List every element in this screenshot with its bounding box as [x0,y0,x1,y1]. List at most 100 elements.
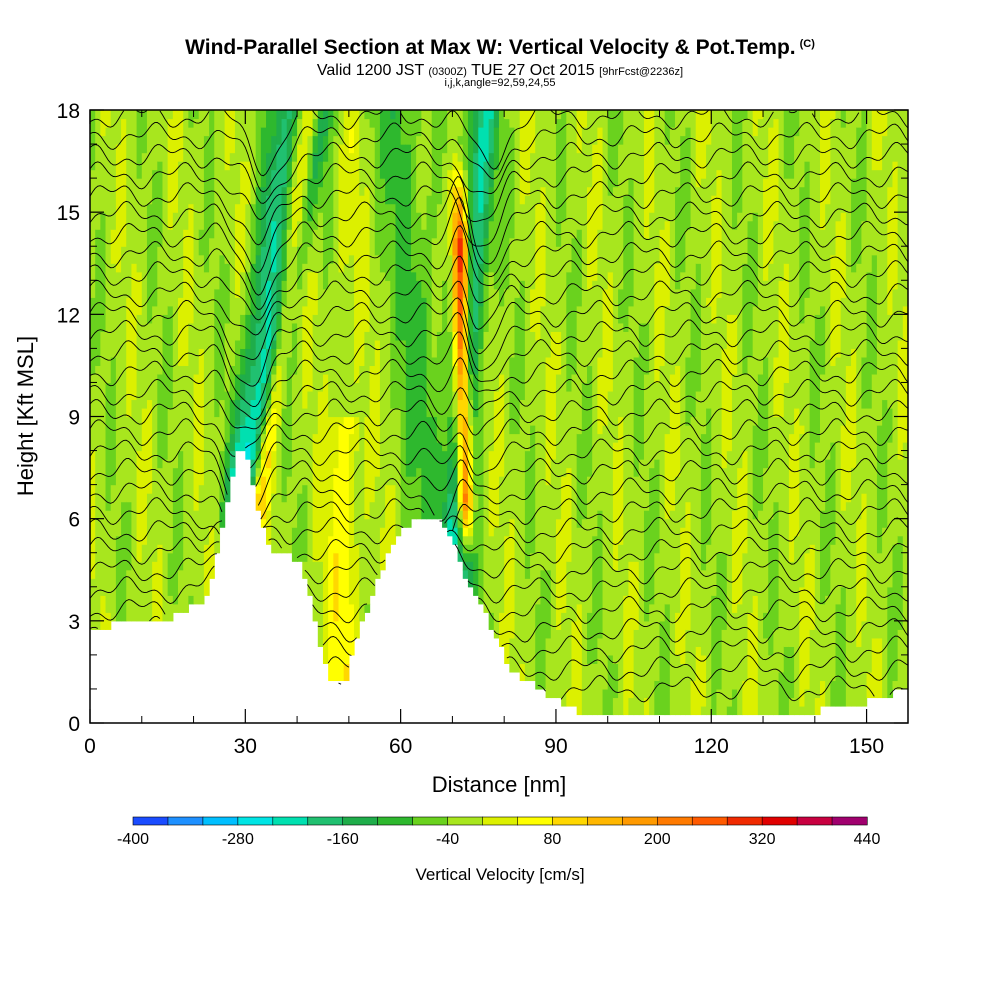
field-cell [286,476,293,554]
field-cell [509,356,516,435]
field-cell [649,212,655,469]
field-cell [312,561,319,622]
field-cell [209,237,215,528]
field-cell [286,356,293,477]
field-cell [359,365,365,622]
field-cell [297,246,303,290]
field-cell [219,399,226,452]
field-cell [224,322,231,392]
field-cell [819,229,826,307]
field-cell [95,365,101,630]
field-cell [462,518,469,528]
field-cell [887,586,894,699]
field-cell [814,442,821,699]
field-cell [887,407,894,443]
field-cell [700,705,707,716]
field-cell [483,110,490,162]
field-cell [830,365,837,443]
field-cell [271,390,277,409]
field-cell [690,110,697,290]
field-cell [499,305,505,375]
field-cell [172,603,179,613]
field-cell [788,646,795,699]
field-cell [799,433,806,588]
field-cell [706,305,712,409]
field-cell [493,288,500,392]
field-cell [731,110,738,230]
field-cell [286,118,293,162]
field-cell [317,390,324,562]
field-cell [276,331,283,349]
field-cell [136,314,143,452]
field-cell [209,527,215,579]
field-cell [488,118,495,154]
field-cell [338,416,345,426]
theta-contour [90,378,908,430]
field-cell [348,433,355,605]
field-cell [530,425,536,554]
field-cell [266,407,272,418]
field-cell [576,433,583,528]
field-cell [675,654,681,716]
field-cell [566,271,573,392]
field-cell [882,135,888,401]
field-cell [540,110,547,188]
theta-contour [90,297,908,361]
field-cell [146,203,153,324]
field-cell [731,229,738,315]
field-cell [680,110,686,137]
field-cell [483,203,490,239]
y-tick-label: 0 [68,713,80,736]
field-cell [276,110,283,145]
field-cell [245,110,252,162]
field-cell [561,110,567,222]
field-cell [162,459,169,622]
field-cell [752,305,759,426]
colorbar-title: Vertical Velocity [cm/s] [415,865,584,884]
field-cell [312,433,319,562]
field-cell [654,110,661,264]
field-cell [452,390,459,418]
field-cell [819,373,826,511]
field-cell [524,578,531,682]
field-cell [255,467,262,477]
field-cell [897,110,904,341]
theta-contour [90,457,908,506]
field-cell [214,416,221,554]
y-tick-label: 18 [57,100,80,123]
field-cell [224,467,231,503]
field-cell [478,348,485,605]
field-cell [229,399,236,435]
field-cell [229,467,236,477]
field-cell [488,152,495,188]
field-cell [788,697,795,716]
field-cell [695,110,702,188]
field-cell [545,637,552,699]
field-cell [260,442,267,460]
colorbar-swatch [552,816,588,826]
field-cell [597,110,604,128]
field-cell [276,271,283,315]
field-cell [685,425,692,503]
field-cell [447,518,454,537]
field-cell [457,314,464,349]
field-cell [742,263,749,375]
field-cell [504,110,510,120]
field-cell [467,527,474,537]
field-cell [514,110,521,298]
field-cell [830,442,837,545]
field-cell [649,110,655,213]
field-cell [328,263,334,418]
field-cell [592,280,598,537]
field-cell [571,373,578,622]
field-cell [302,484,309,562]
field-cell [530,288,536,332]
field-cell [509,127,516,239]
field-cell [664,433,671,520]
field-cell [266,280,272,349]
field-cell [856,646,863,707]
field-cell [224,169,231,264]
field-cell [312,118,319,137]
field-cell [876,425,883,554]
